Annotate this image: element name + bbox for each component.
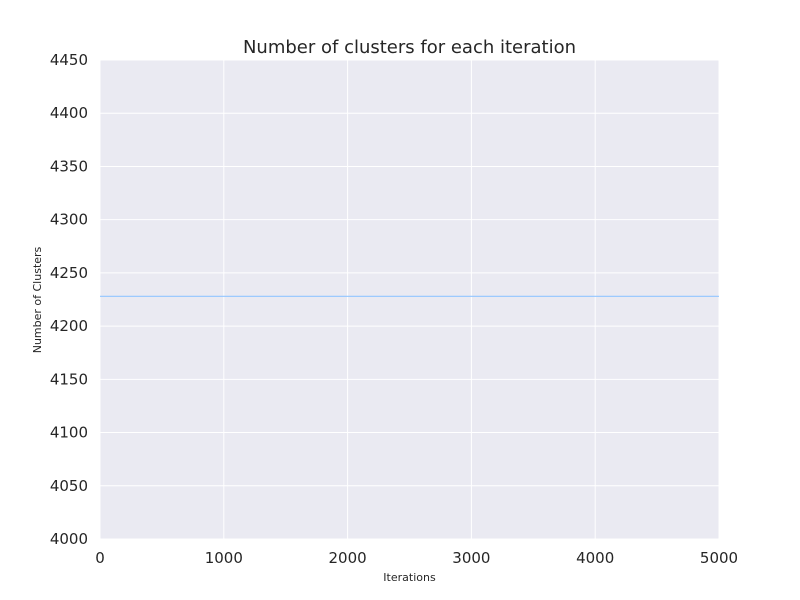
x-tick-label: 1000 [205,549,243,567]
x-tick-label: 3000 [452,549,490,567]
y-tick-label: 4200 [50,317,88,335]
y-tick-label: 4250 [50,264,88,282]
y-tick-label: 4000 [50,530,88,548]
x-tick-label: 0 [95,549,105,567]
plot-background [100,60,719,539]
grid [99,59,720,540]
y-tick-label: 4100 [50,424,88,442]
y-axis-label: Number of Clusters [31,246,44,353]
y-tick-label: 4400 [50,104,88,122]
x-axis-label: Iterations [383,571,436,584]
y-axis-ticks: 4000 4050 4100 4150 4200 4250 4300 4350 4400 4450 [50,51,88,548]
y-tick-label: 4300 [50,211,88,229]
y-tick-label: 4350 [50,157,88,175]
x-tick-label: 4000 [576,549,614,567]
x-tick-label: 5000 [700,549,738,567]
x-axis-ticks: 0 1000 2000 3000 4000 5000 [95,549,738,567]
y-tick-label: 4050 [50,477,88,495]
y-tick-label: 4150 [50,370,88,388]
x-tick-label: 2000 [329,549,367,567]
y-tick-label: 4450 [50,51,88,69]
chart-title: Number of clusters for each iteration [243,37,576,58]
